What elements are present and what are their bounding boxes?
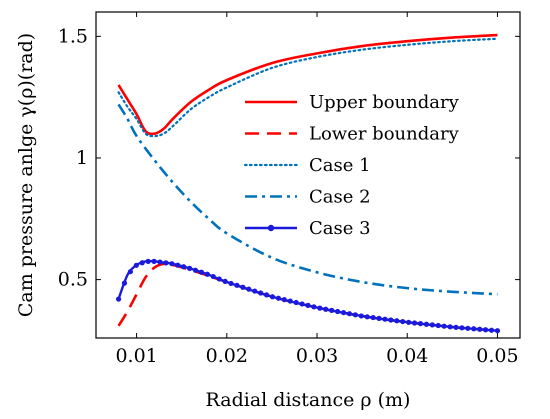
series-point-case-3 [275,295,281,301]
series-point-case-3 [234,282,240,288]
series-layer [115,33,501,334]
series-point-case-3 [228,280,234,287]
series-point-case-3 [305,302,311,308]
series-point-case-3 [488,327,495,333]
series-point-case-3 [175,262,181,268]
series-point-case-3 [382,316,388,322]
series-point-case-3 [346,311,353,317]
series-point-case-3 [388,317,394,323]
series-point-case-3 [287,298,293,304]
series-point-case-3 [293,299,299,306]
legend-label-lower-boundary: Lower boundary [309,124,460,145]
series-point-case-3 [192,267,199,273]
series-point-case-3 [269,294,276,300]
x-tick-label: 0.04 [386,345,428,367]
series-point-case-3 [151,258,157,264]
x-axis-label: Radial distance ρ (m) [206,389,411,411]
series-point-case-3 [216,276,222,282]
y-axis-label: Cam pressure anlge γ(ρ)(rad) [15,33,37,317]
legend: Upper boundary Lower boundary Case 1 Case 2… [243,92,460,239]
y-tick-label: 1.5 [58,25,88,47]
series-point-case-3 [157,259,163,265]
series-line-upper-boundary [117,33,498,136]
x-tick-label: 0.01 [115,345,157,367]
series-point-case-3 [406,319,412,325]
legend-label-upper-boundary: Upper boundary [309,92,460,113]
series-point-case-3 [198,269,205,275]
series-point-case-3 [139,260,145,266]
y-tick-label: 0.5 [58,269,88,291]
axis-ticks: 0.01 0.02 0.03 0.04 0.05 0.5 1 1.5 [58,12,520,367]
series-point-case-3 [329,307,335,313]
series-point-case-3 [477,326,483,332]
y-tick-label: 1 [76,147,88,169]
series-point-case-3 [423,321,430,327]
series-point-case-3 [246,286,252,292]
series-point-case-3 [471,326,477,332]
series-point-case-3 [299,301,305,307]
series-point-case-3 [394,318,400,324]
series-point-case-3 [204,271,210,277]
series-point-case-3 [169,261,175,267]
series-point-case-3 [186,265,193,271]
series-point-case-3 [352,312,358,318]
series-point-case-3 [411,320,418,326]
series-point-case-3 [340,309,347,316]
series-point-case-3 [133,262,139,268]
series-point-case-3 [121,280,128,286]
series-point-case-3 [181,264,187,270]
series-point-case-3 [453,324,459,330]
series-point-case-3 [400,318,406,325]
series-point-case-3 [263,292,270,298]
series-point-case-3 [311,304,317,310]
series-point-case-3 [364,314,370,320]
series-point-case-3 [323,306,329,312]
series-line-case-2 [117,103,498,296]
series-point-case-3 [258,290,264,296]
series-point-case-3 [435,322,441,329]
x-tick-label: 0.03 [296,345,338,367]
legend-label-case-1: Case 1 [309,155,371,176]
series-point-case-3 [145,258,151,264]
series-line-case-3 [117,259,498,332]
series-point-case-3 [417,321,424,327]
legend-marker-case-3 [267,224,275,232]
series-point-case-3 [240,284,246,290]
series-point-case-3 [335,308,341,315]
series-point-case-3 [281,297,287,303]
series-point-case-3 [252,288,258,294]
series-point-case-3 [465,325,471,331]
x-tick-label: 0.05 [476,345,518,367]
series-point-case-3 [222,278,228,284]
series-point-case-3 [483,327,489,333]
series-point-case-3 [429,322,435,328]
series-point-case-3 [115,296,122,302]
series-point-case-3 [494,328,501,334]
legend-label-case-3: Case 3 [309,218,371,239]
series-point-case-3 [317,305,323,311]
plot-frame [95,11,521,339]
series-point-case-3 [459,325,465,331]
series-point-case-3 [447,324,453,330]
series-point-case-3 [441,323,447,329]
legend-label-case-2: Case 2 [309,187,371,208]
series-point-case-3 [370,314,376,321]
series-point-case-3 [127,269,133,275]
series-point-case-3 [358,313,364,319]
series-point-case-3 [163,260,169,266]
series-point-case-3 [210,273,216,280]
series-line-lower-boundary [117,262,498,332]
series-point-case-3 [376,315,382,321]
x-tick-label: 0.02 [206,345,248,367]
series-line-case-1 [117,37,499,138]
